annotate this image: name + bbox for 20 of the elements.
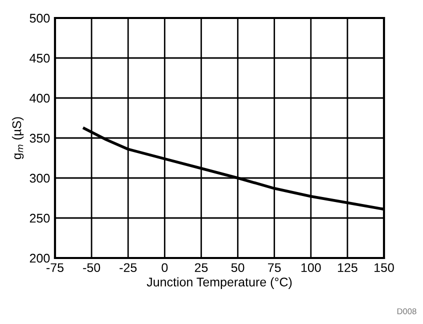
- y-tick-label: 400: [30, 94, 50, 103]
- y-tick-label: 200: [30, 254, 50, 263]
- x-tick-label: -25: [120, 263, 137, 272]
- x-tick-label: 75: [268, 263, 281, 272]
- y-axis-title: g$_{m}$ (µS): [12, 117, 24, 160]
- x-tick-label: -50: [83, 263, 100, 272]
- x-tick-label: 125: [338, 263, 358, 272]
- x-tick-label: 0: [162, 263, 168, 272]
- x-tick-label: 25: [194, 263, 208, 272]
- x-axis-title: Junction Temperature (°C): [146, 277, 292, 289]
- y-tick-label: 450: [30, 54, 50, 63]
- text: D008: [397, 308, 416, 314]
- y-tick-label: 500: [30, 14, 50, 23]
- y-tick-label: 300: [30, 174, 50, 183]
- x-tick-label: 50: [231, 263, 244, 272]
- y-tick-label: 350: [30, 134, 50, 143]
- x-tick-label: -75: [46, 263, 64, 272]
- y-tick-label: 250: [30, 214, 50, 223]
- x-tick-label: 150: [374, 263, 394, 272]
- x-tick-label: 100: [301, 263, 321, 272]
